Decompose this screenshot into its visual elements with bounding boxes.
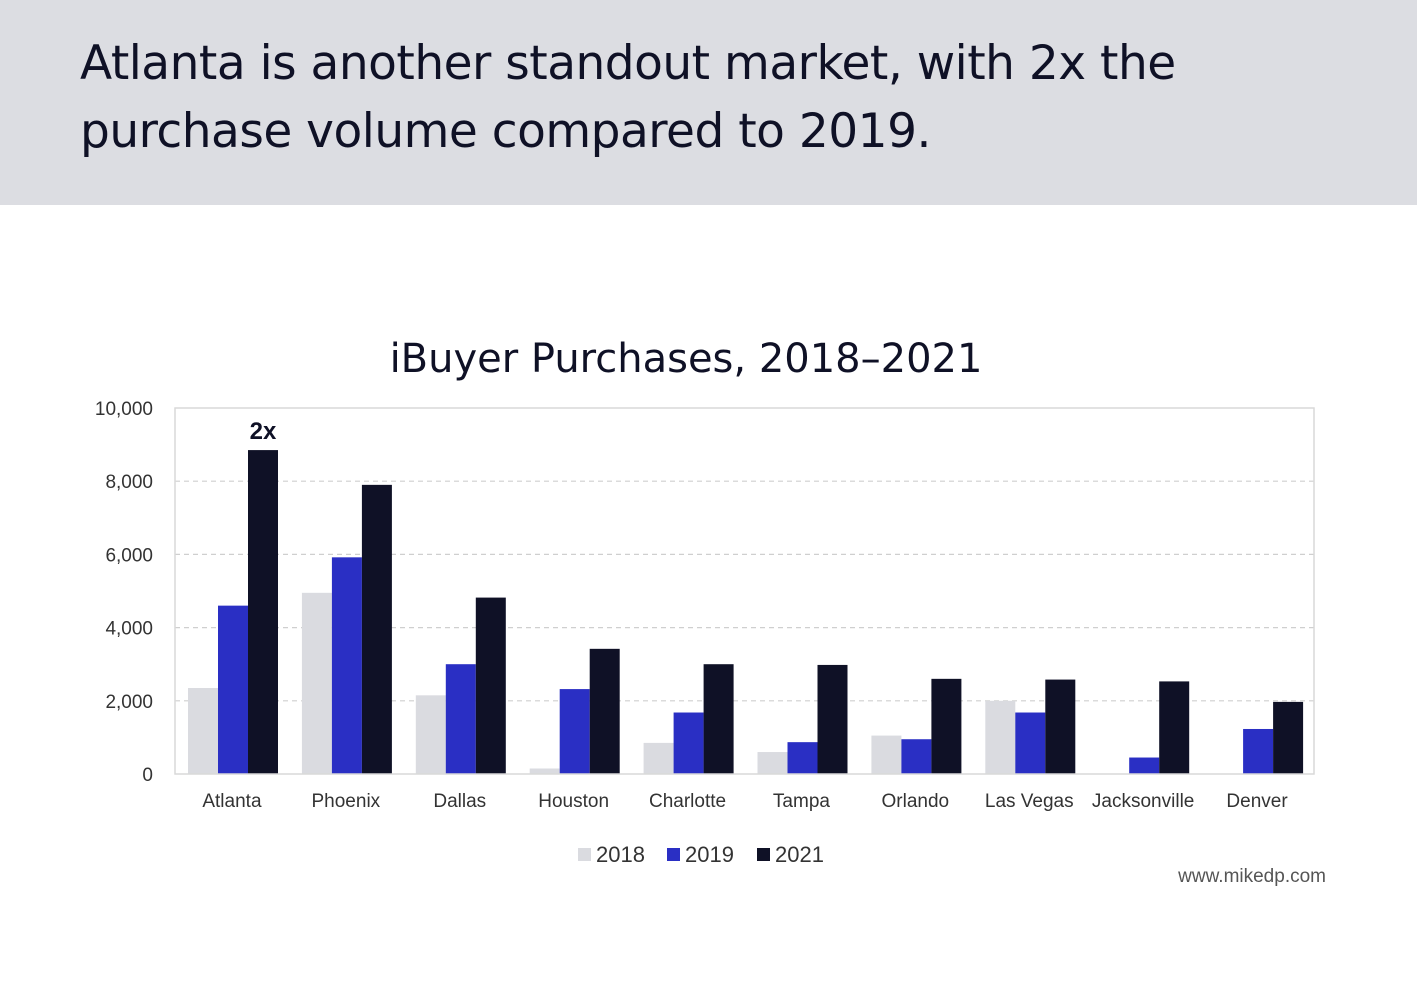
- bar-houston-2018: [529, 768, 560, 774]
- bar-atlanta-2019: [218, 605, 248, 774]
- bar-houston-2019: [559, 689, 590, 774]
- legend-swatch-2019: [667, 848, 680, 861]
- x-tick-label: Phoenix: [312, 791, 381, 812]
- bars: [188, 450, 1304, 774]
- headline: Atlanta is another standout market, with…: [80, 36, 1176, 159]
- header-band: Atlanta is another standout market, with…: [0, 0, 1417, 205]
- bar-tampa-2018: [757, 752, 788, 774]
- plot-area-frame: [174, 407, 1315, 775]
- x-tick-label: Houston: [538, 791, 609, 812]
- bar-dallas-2018: [415, 695, 446, 774]
- y-tick-label: 8,000: [105, 472, 153, 493]
- y-tick-label: 0: [142, 765, 153, 786]
- bar-charlotte-2021: [703, 664, 734, 774]
- x-tick-label: Orlando: [882, 791, 950, 812]
- y-tick-label: 10,000: [95, 399, 153, 420]
- bar-jacksonville-2021: [1159, 681, 1190, 774]
- bar-jacksonville-2019: [1129, 757, 1160, 774]
- annotation-label: 2x: [250, 418, 277, 445]
- bar-orlando-2018: [871, 735, 902, 774]
- bar-orlando-2021: [931, 678, 962, 774]
- bar-orlando-2019: [901, 739, 932, 774]
- x-tick-label: Dallas: [433, 791, 486, 812]
- y-tick-label: 6,000: [105, 545, 153, 566]
- bar-atlanta-2021: [248, 450, 278, 774]
- legend-swatch-2021: [757, 848, 770, 861]
- bar-atlanta-2018: [188, 687, 218, 774]
- x-tick-label: Atlanta: [202, 791, 262, 812]
- x-tick-label: Jacksonville: [1092, 791, 1194, 812]
- x-tick-label: Las Vegas: [985, 791, 1074, 812]
- source-credit: www.mikedp.com: [1177, 866, 1326, 887]
- legend-label-2018: 2018: [596, 842, 645, 867]
- bar-houston-2021: [589, 648, 620, 774]
- y-tick-label: 2,000: [105, 692, 153, 713]
- x-tick-label: Denver: [1226, 791, 1288, 812]
- x-axis-labels: Atlanta Phoenix Dallas Houston Charlotte Tamp…: [202, 791, 1288, 812]
- y-axis-ticks: 0 2,000 4,000 6,000 8,000 10,000: [95, 399, 153, 786]
- legend: 2018 2019 2021: [578, 842, 824, 867]
- bar-charlotte-2019: [673, 712, 704, 774]
- x-tick-label: Tampa: [773, 791, 830, 812]
- bar-phoenix-2018: [301, 592, 332, 774]
- bar-phoenix-2019: [331, 557, 362, 774]
- bar-denver-2021: [1273, 701, 1304, 774]
- annotations: 2x: [250, 418, 277, 445]
- legend-label-2021: 2021: [775, 842, 824, 867]
- chart-title: iBuyer Purchases, 2018–2021: [390, 336, 983, 382]
- bar-las-vegas-2019: [1015, 712, 1046, 774]
- bar-chart: iBuyer Purchases, 2018–2021 0 2,000 4,000 6…: [95, 336, 1326, 887]
- bar-las-vegas-2021: [1045, 679, 1076, 774]
- bar-tampa-2021: [817, 664, 848, 774]
- bar-denver-2019: [1243, 728, 1274, 774]
- legend-swatch-2018: [578, 848, 591, 861]
- y-tick-label: 4,000: [105, 619, 153, 640]
- bar-las-vegas-2018: [985, 700, 1016, 774]
- bar-dallas-2019: [445, 664, 476, 774]
- x-tick-label: Charlotte: [649, 791, 726, 812]
- legend-label-2019: 2019: [685, 842, 734, 867]
- bar-charlotte-2018: [643, 742, 674, 774]
- bar-phoenix-2021: [361, 484, 392, 774]
- bar-tampa-2019: [787, 742, 818, 774]
- bar-dallas-2021: [475, 597, 506, 774]
